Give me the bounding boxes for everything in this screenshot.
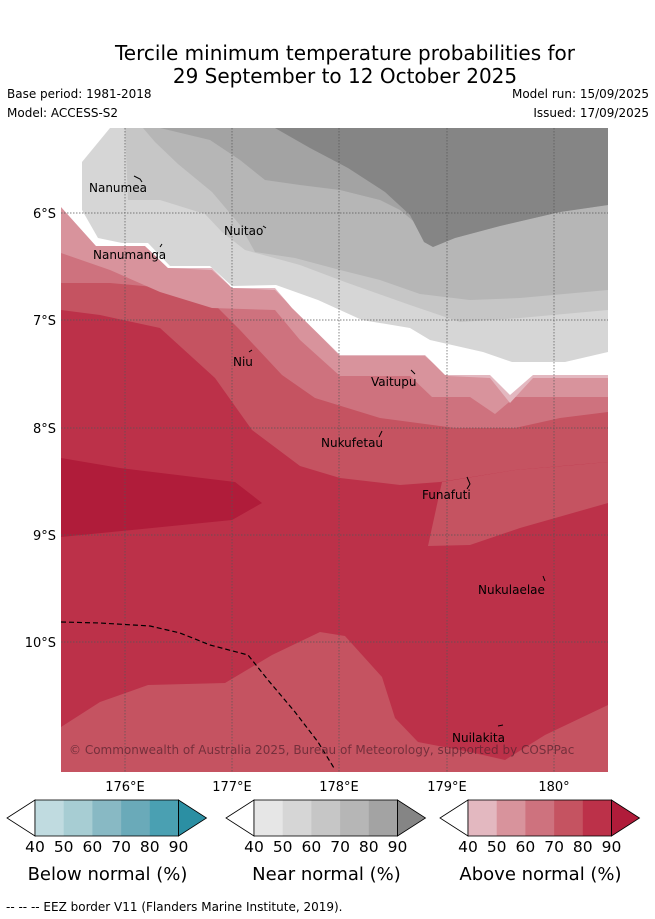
- colorbar-below-tick: 90: [168, 838, 189, 856]
- label-nuitao: Nuitao: [224, 224, 263, 238]
- colorbar-below-tick: 60: [82, 838, 103, 856]
- label-nukulaelae: Nukulaelae: [478, 583, 545, 597]
- map-regions: [61, 128, 608, 772]
- colorbar-above-segment: [468, 800, 497, 836]
- lat-label-9s: 9°S: [33, 529, 56, 544]
- colorbar-near-segment: [311, 800, 341, 836]
- island-nuitao-shape: [262, 225, 267, 229]
- region-above-90: [61, 458, 262, 537]
- colorbar-below-tick: 40: [25, 838, 45, 856]
- colorbar-label-above: Above normal (%): [459, 864, 622, 885]
- lon-label-180: 180°: [538, 780, 569, 795]
- colorbar-above-segment: [554, 800, 584, 836]
- colorbar-below-segment: [92, 800, 122, 836]
- island-nukulaelae-shape: [542, 575, 546, 582]
- colorbar-near-segment: [368, 800, 398, 836]
- colorbar-label-below: Below normal (%): [27, 864, 188, 885]
- lon-label-179e: 179°E: [427, 780, 467, 795]
- label-vaitupu: Vaitupu: [371, 375, 417, 389]
- colorbar-near-right-extend: [397, 799, 427, 837]
- label-nanumea: Nanumea: [89, 181, 147, 195]
- colorbar-below-segment: [149, 800, 179, 836]
- colorbar-near-segment: [254, 800, 283, 836]
- colorbar-label-near: Near normal (%): [252, 864, 401, 885]
- island-nuilakita-shape: [497, 724, 504, 727]
- lat-label-10s: 10°S: [25, 636, 56, 651]
- colorbar-above-right-extend: [611, 799, 641, 837]
- colorbar-near-left-extend: [225, 799, 255, 837]
- colorbar-below-segment: [63, 800, 93, 836]
- model-name: Model: ACCESS-S2: [7, 106, 119, 120]
- colorbar-below-frame: [34, 799, 179, 837]
- lon-label-178e: 178°E: [319, 780, 359, 795]
- lat-label-7s: 7°S: [33, 314, 56, 329]
- label-nukufetau: Nukufetau: [321, 436, 383, 450]
- colorbar-near-tick: 90: [387, 838, 408, 856]
- label-nuilakita: Nuilakita: [452, 731, 505, 745]
- colorbar-near-segment: [282, 800, 312, 836]
- map-title-line2: 29 September to 12 October 2025: [172, 64, 518, 88]
- colorbar-near-tick: 50: [272, 838, 293, 856]
- colorbar-above-left-extend: [439, 799, 469, 837]
- region-near-80: [275, 128, 608, 247]
- island-shapes: [133, 175, 546, 727]
- colorbar-above-tick: 70: [544, 838, 564, 856]
- colorbar-near-tick: 40: [244, 838, 264, 856]
- map-title-line1: Tercile minimum temperature probabilitie…: [114, 41, 576, 65]
- colorbar-above-frame: [467, 799, 612, 837]
- colorbar-above-segment: [582, 800, 612, 836]
- island-nanumanga-shape: [159, 243, 163, 248]
- label-nanumanga: Nanumanga: [93, 248, 166, 262]
- colorbar-above-segment: [525, 800, 555, 836]
- lat-label-6s: 6°S: [33, 207, 56, 222]
- model-run: Model run: 15/09/2025: [511, 87, 649, 101]
- colorbar-below-segment: [121, 800, 151, 836]
- colorbar-near-tick: 80: [358, 838, 379, 856]
- colorbar-above-tick: 40: [458, 838, 478, 856]
- colorbar-above-segment: [496, 800, 526, 836]
- eez-legend-note: -- -- -- EEZ border V11 (Flanders Marine…: [6, 900, 343, 914]
- issued-date: Issued: 17/09/2025: [533, 106, 649, 120]
- colorbar-below-tick: 50: [53, 838, 74, 856]
- colorbar-near-segment: [340, 800, 370, 836]
- island-nanumea-shape: [133, 175, 143, 183]
- lon-label-177e: 177°E: [212, 780, 252, 795]
- colorbar-below-tick: 70: [111, 838, 131, 856]
- eez-border: [61, 621, 335, 769]
- island-niu-shape: [248, 349, 253, 353]
- island-funafuti-shape: [466, 476, 471, 490]
- graticule: [61, 128, 608, 772]
- colorbar-above-tick: 60: [515, 838, 536, 856]
- colorbar-below-left-extend: [6, 799, 36, 837]
- island-nukufetau-shape: [378, 430, 383, 438]
- lon-label-176e: 176°E: [105, 780, 145, 795]
- colorbar-below-segment: [35, 800, 64, 836]
- label-funafuti: Funafuti: [422, 488, 471, 502]
- colorbar-above-tick: 90: [601, 838, 622, 856]
- colorbar-near-tick: 70: [330, 838, 350, 856]
- colorbar-near-frame: [253, 799, 398, 837]
- colorbar-above-tick: 80: [572, 838, 593, 856]
- region-above-70-south: [61, 632, 608, 772]
- label-niu: Niu: [233, 355, 253, 369]
- colorbar-above-tick: 50: [486, 838, 507, 856]
- copyright-notice: © Commonwealth of Australia 2025, Bureau…: [69, 743, 574, 757]
- island-vaitupu-shape: [410, 369, 416, 375]
- colorbar-legend: [6, 799, 641, 837]
- lat-label-8s: 8°S: [33, 422, 56, 437]
- region-white-corner: [82, 128, 110, 162]
- colorbar-below-right-extend: [178, 799, 208, 837]
- colorbar-near-tick: 60: [301, 838, 322, 856]
- base-period: Base period: 1981-2018: [7, 87, 152, 101]
- colorbar-below-tick: 80: [139, 838, 160, 856]
